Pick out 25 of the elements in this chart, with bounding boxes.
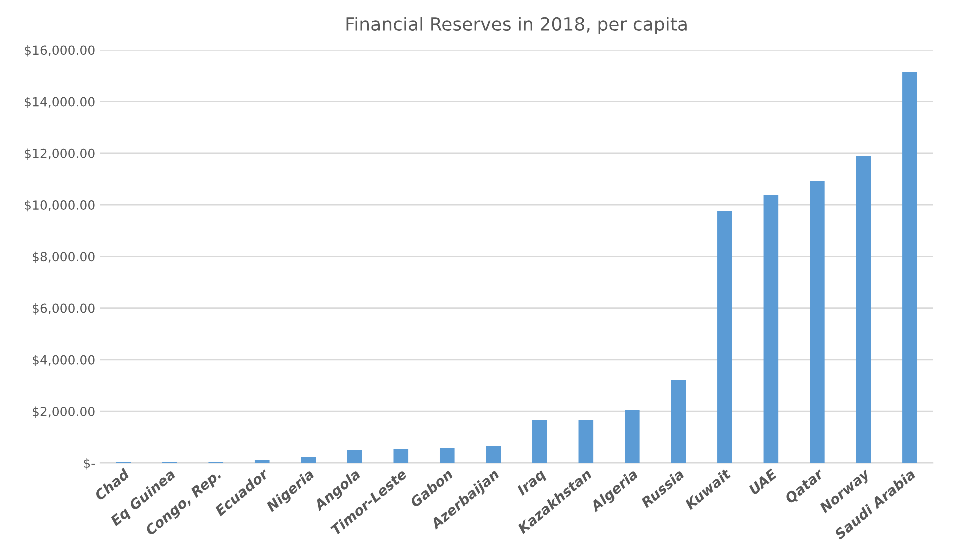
y-tick-label: $6,000.00 (33, 304, 95, 315)
bar (625, 410, 640, 464)
y-tick-label: $8,000.00 (33, 252, 95, 264)
bar (856, 156, 872, 464)
bar (394, 449, 409, 464)
bar (718, 212, 732, 464)
bar (578, 420, 594, 464)
bar (532, 420, 548, 464)
y-tick-label: $4,000.00 (33, 355, 95, 366)
y-tick-label: $14,000.00 (25, 97, 95, 108)
y-tick-label: $- (84, 458, 96, 470)
chart-title: Financial Reserves in 2018, per capita (346, 17, 687, 35)
bar (301, 456, 316, 464)
bar (764, 196, 779, 464)
y-tick-label: $12,000.00 (25, 148, 95, 160)
y-tick-label: $2,000.00 (33, 406, 95, 418)
y-tick-label: $10,000.00 (25, 200, 95, 212)
bar (671, 380, 686, 464)
bar (810, 181, 825, 464)
bar (440, 448, 455, 464)
bar (902, 72, 918, 464)
bar (254, 460, 270, 464)
bar (347, 450, 362, 464)
y-tick-label: $16,000.00 (25, 45, 95, 57)
bar (486, 446, 502, 464)
